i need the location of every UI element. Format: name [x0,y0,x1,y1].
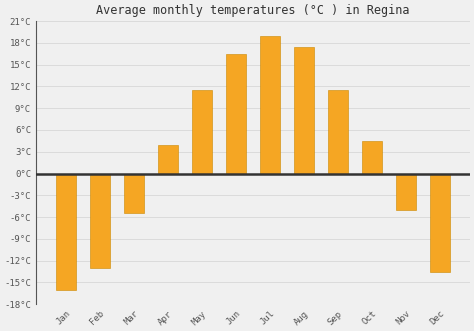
Bar [226,54,246,173]
Bar [328,90,348,173]
Bar [294,47,314,173]
Bar [158,145,178,173]
Bar [124,173,144,213]
Bar [396,173,416,210]
Bar [55,173,76,290]
Bar [362,141,382,173]
Title: Average monthly temperatures (°C ) in Regina: Average monthly temperatures (°C ) in Re… [96,4,410,17]
Bar [90,173,110,268]
Bar [430,173,450,271]
Bar [191,90,212,173]
Bar [260,36,280,173]
